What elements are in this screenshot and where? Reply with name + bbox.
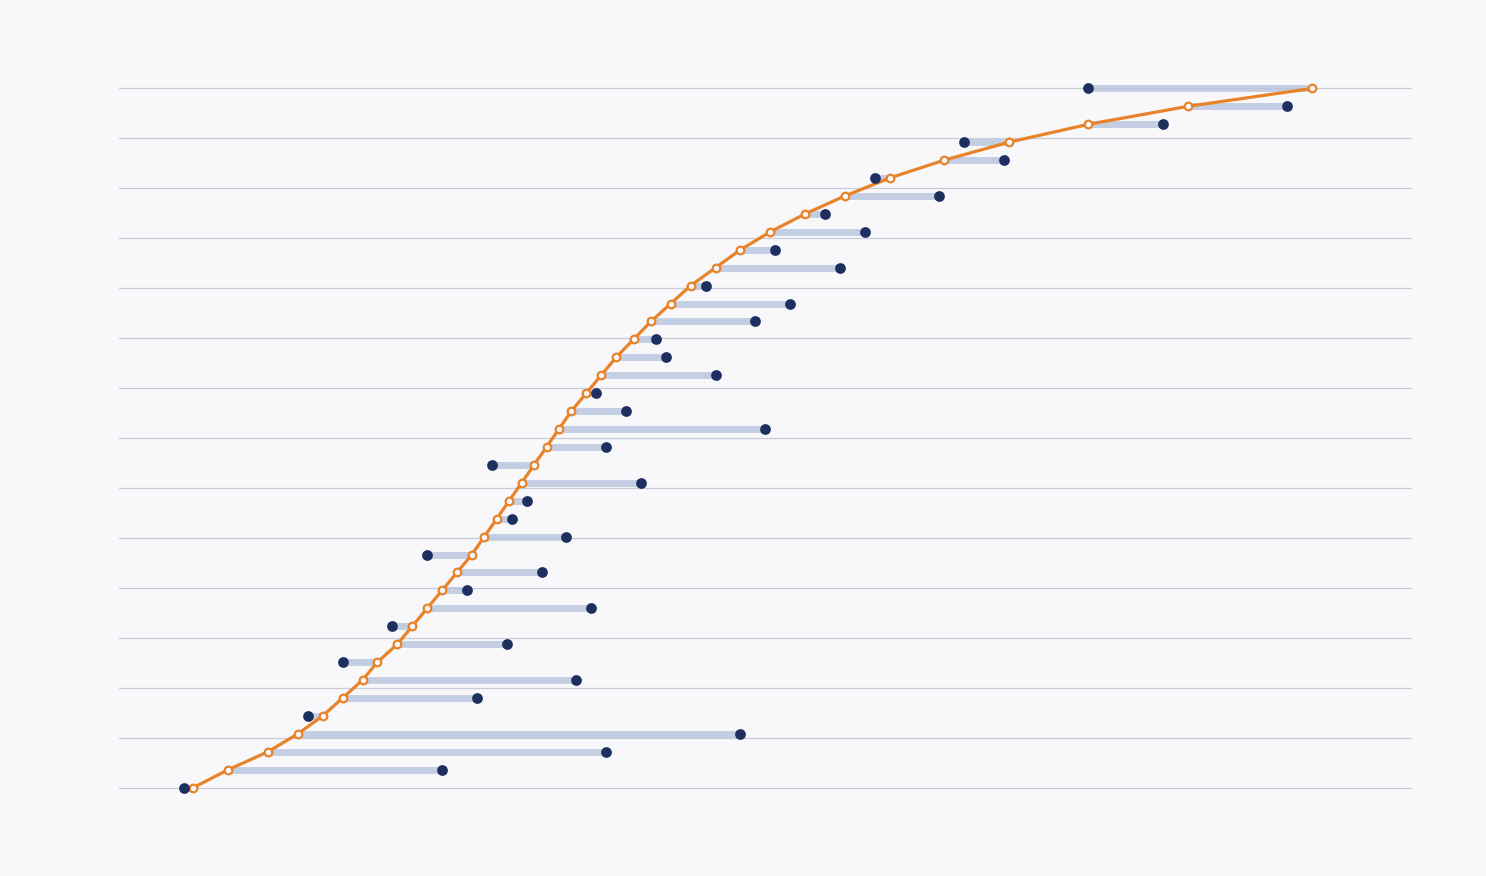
Point xyxy=(172,781,196,795)
Point xyxy=(654,350,678,364)
Point xyxy=(853,225,877,239)
Point xyxy=(728,727,752,741)
Point xyxy=(380,619,404,633)
Point xyxy=(480,458,504,472)
Point xyxy=(828,261,851,275)
Point xyxy=(1275,99,1299,113)
Point xyxy=(1076,81,1100,95)
Point xyxy=(594,745,618,759)
Point xyxy=(993,153,1016,167)
Point xyxy=(764,243,788,257)
Point xyxy=(465,691,489,705)
Point xyxy=(643,332,667,346)
Point xyxy=(953,135,976,149)
Point xyxy=(779,297,802,311)
Point xyxy=(704,368,728,382)
Point xyxy=(431,763,455,777)
Point xyxy=(514,494,538,508)
Point xyxy=(580,601,603,615)
Point xyxy=(1152,117,1175,131)
Point xyxy=(594,440,618,454)
Point xyxy=(863,171,887,185)
Point xyxy=(455,583,478,597)
Point xyxy=(584,386,608,400)
Point xyxy=(296,709,319,723)
Point xyxy=(331,655,355,669)
Point xyxy=(753,422,777,436)
Point xyxy=(495,637,519,651)
Point xyxy=(499,512,523,526)
Point xyxy=(629,476,652,490)
Point xyxy=(554,530,578,544)
Point xyxy=(694,279,718,293)
Point xyxy=(813,207,837,221)
Point xyxy=(743,314,767,328)
Point xyxy=(415,548,438,562)
Point xyxy=(614,404,637,418)
Point xyxy=(565,673,588,687)
Point xyxy=(927,189,951,203)
Point xyxy=(529,565,553,579)
